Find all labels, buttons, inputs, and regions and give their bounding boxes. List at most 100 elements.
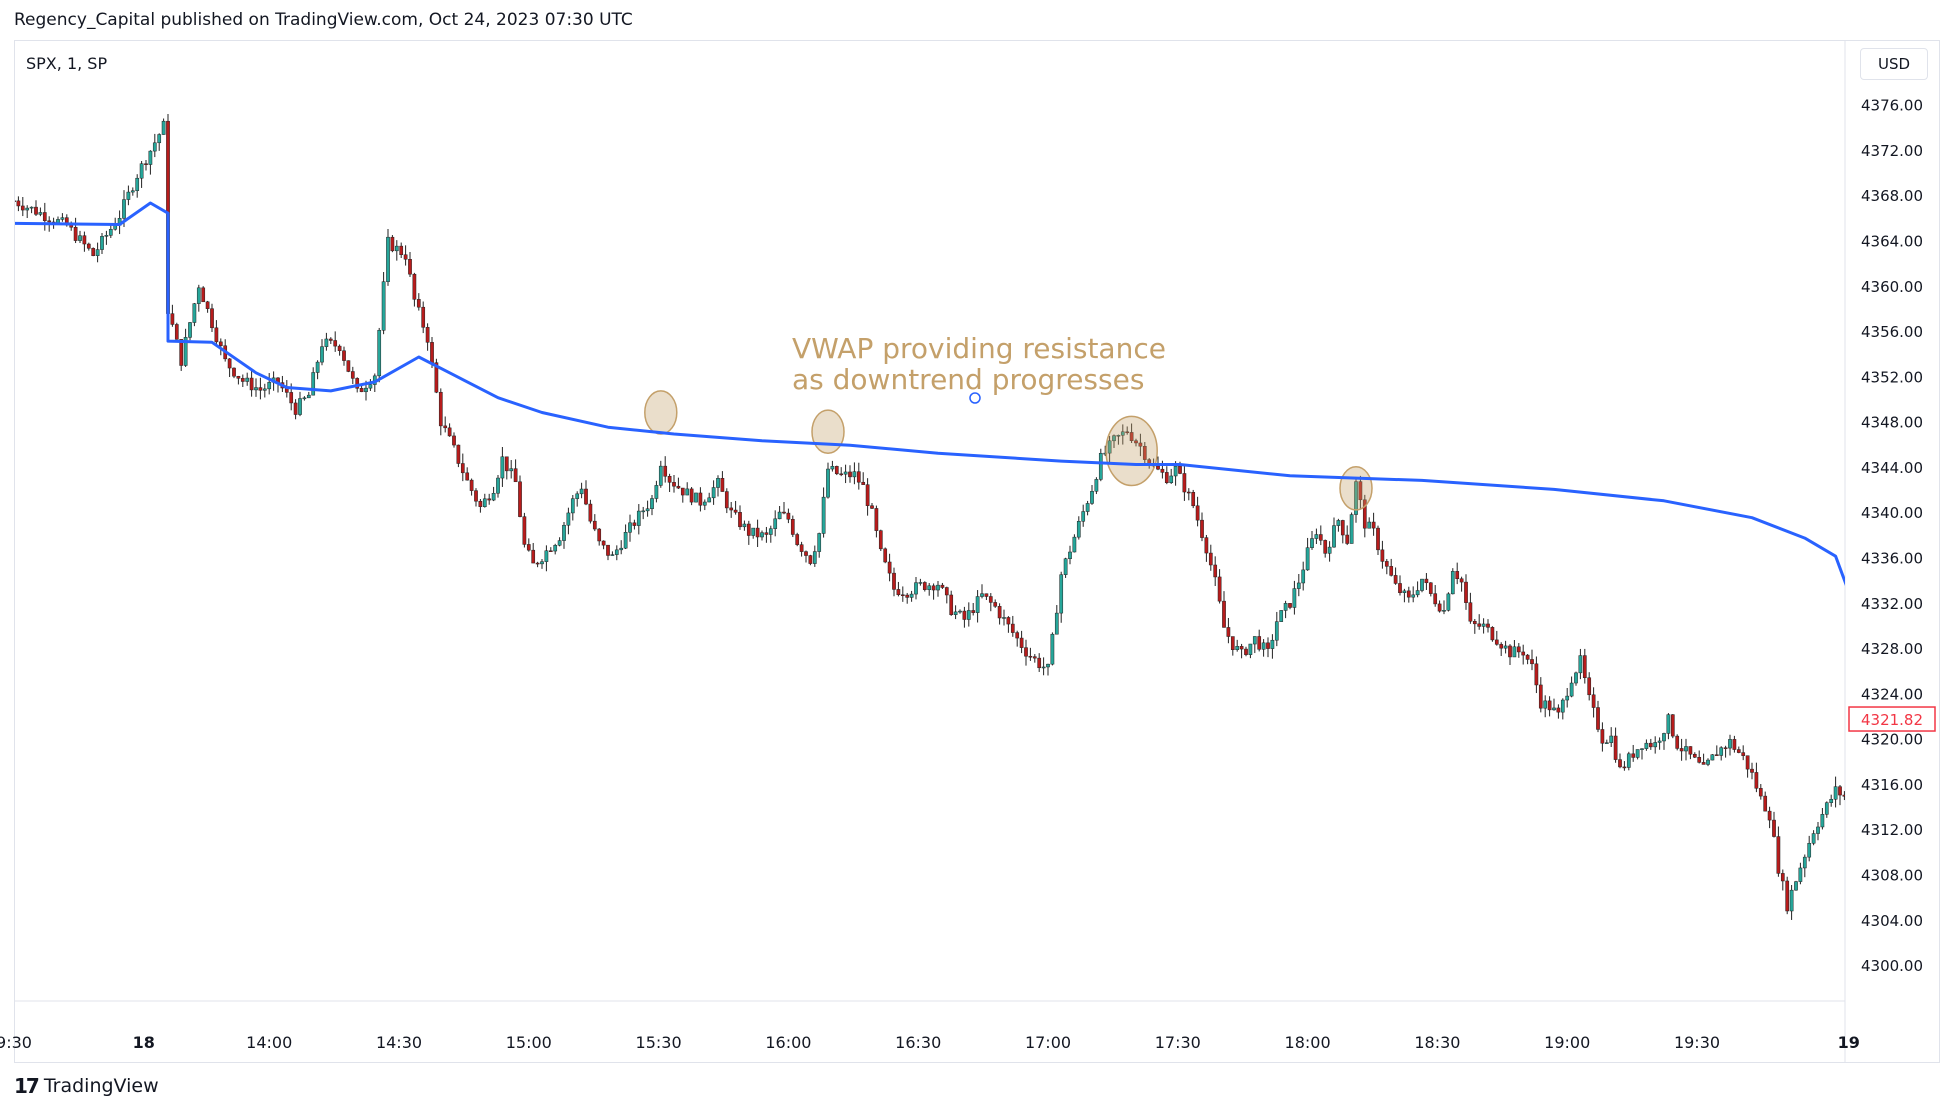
candle-body xyxy=(1455,571,1460,579)
price-tick-label: 4324.00 xyxy=(1861,685,1923,703)
candle-body xyxy=(1257,636,1262,650)
candle-body xyxy=(628,522,632,533)
candle-body xyxy=(210,308,214,329)
candle-body xyxy=(1776,836,1781,874)
candle-body xyxy=(526,544,531,551)
candle-body xyxy=(1569,682,1574,697)
candle-body xyxy=(716,478,720,488)
candle-body xyxy=(1200,519,1204,538)
candle-body xyxy=(1094,479,1099,492)
currency-selector[interactable]: USD xyxy=(1860,48,1928,80)
candle-body xyxy=(1789,889,1794,912)
candle-body xyxy=(1477,623,1482,627)
candle-body xyxy=(144,163,148,165)
candle-body xyxy=(25,207,30,211)
candle-body xyxy=(1266,642,1270,649)
candle-body xyxy=(1305,547,1310,571)
candle-body xyxy=(1692,753,1697,758)
candle-body xyxy=(447,427,452,437)
candle-body xyxy=(1763,795,1768,812)
candle-body xyxy=(130,190,135,193)
annotation-anchor-handle[interactable] xyxy=(969,392,981,404)
candle-body xyxy=(328,338,333,341)
time-tick-label: 17:00 xyxy=(1025,1033,1071,1052)
candle-body xyxy=(632,522,637,526)
price-tick-label: 4308.00 xyxy=(1861,866,1923,884)
candle-body xyxy=(1085,503,1090,512)
candle-body xyxy=(1508,645,1512,658)
candle-body xyxy=(1046,663,1050,668)
candle-body xyxy=(821,496,826,534)
candle-body xyxy=(1631,753,1636,758)
candle-body xyxy=(817,533,822,552)
candle-body xyxy=(870,505,874,509)
price-tick-label: 4372.00 xyxy=(1861,142,1923,160)
candle-body xyxy=(892,572,896,590)
candle-body xyxy=(645,508,650,512)
publisher-line: Regency_Capital published on TradingView… xyxy=(14,10,633,30)
candle-body xyxy=(161,120,166,135)
candle-body xyxy=(1160,468,1165,473)
footer-brand[interactable]: 17 TradingView xyxy=(14,1074,159,1098)
candle-body xyxy=(1235,646,1240,650)
candle-body xyxy=(914,582,918,595)
candle-body xyxy=(1186,491,1191,494)
candle-body xyxy=(29,206,34,209)
candle-body xyxy=(1697,757,1702,763)
candle-body xyxy=(1446,593,1451,611)
candle-body xyxy=(390,236,395,252)
candle-body xyxy=(1230,636,1235,650)
candle-body xyxy=(416,299,421,308)
candle-body xyxy=(394,245,399,252)
candle-body xyxy=(1688,746,1693,755)
last-price-label: 4321.82 xyxy=(1861,711,1923,729)
candle-body xyxy=(1032,656,1037,659)
candle-body xyxy=(1552,707,1556,711)
vwap-line[interactable] xyxy=(14,201,1893,728)
price-axis[interactable]: 4376.00 4372.00 4368.00 4364.00 4360.00 4356.… xyxy=(1861,97,1923,975)
candle-body xyxy=(1856,747,1859,798)
candle-body xyxy=(509,468,514,472)
candle-body xyxy=(122,199,126,219)
candle-body xyxy=(1723,747,1728,749)
candle-body xyxy=(1402,590,1407,593)
candle-body xyxy=(1829,798,1834,803)
candle-body xyxy=(927,585,932,590)
annotation-line-2[interactable]: as downtrend progresses xyxy=(792,363,1144,396)
candle-body xyxy=(830,466,835,470)
candle-body xyxy=(15,200,16,203)
candle-body xyxy=(1472,621,1477,625)
candle-body xyxy=(962,610,967,620)
candle-body xyxy=(909,593,914,598)
candle-body xyxy=(1270,639,1275,649)
candle-body xyxy=(1626,753,1631,768)
candle-body xyxy=(135,177,140,191)
candle-body xyxy=(91,248,96,256)
candle-body xyxy=(262,388,267,391)
candle-body xyxy=(900,594,905,597)
candle-body xyxy=(980,593,984,597)
candle-body xyxy=(1785,880,1790,912)
candle-body xyxy=(425,327,430,343)
vwap-touch-highlight[interactable] xyxy=(1105,415,1158,487)
candle-body xyxy=(540,561,544,565)
time-tick-label: 16:30 xyxy=(895,1033,941,1052)
candle-body xyxy=(1217,576,1222,602)
candle-body xyxy=(381,281,386,331)
candle-body xyxy=(1178,465,1182,474)
candle-body xyxy=(601,540,606,546)
candle-body xyxy=(971,610,976,613)
time-axis[interactable]: 9:30 18 14:00 14:30 15:00 15:30 16:00 16:30 17:0… xyxy=(0,1033,1860,1052)
symbol-label[interactable]: SPX, 1, SP xyxy=(26,54,108,73)
vwap-touch-highlight[interactable] xyxy=(811,409,845,455)
vwap-touch-highlight[interactable] xyxy=(644,390,678,435)
candle-body xyxy=(698,492,703,506)
candle-body xyxy=(984,593,989,597)
candle-body xyxy=(1618,759,1622,768)
annotation-line-1[interactable]: VWAP providing resistance xyxy=(792,332,1166,365)
candle-body xyxy=(1002,617,1006,619)
vwap-touch-highlight[interactable] xyxy=(1339,465,1373,511)
candle-body xyxy=(768,528,773,535)
candle-body xyxy=(966,610,971,620)
